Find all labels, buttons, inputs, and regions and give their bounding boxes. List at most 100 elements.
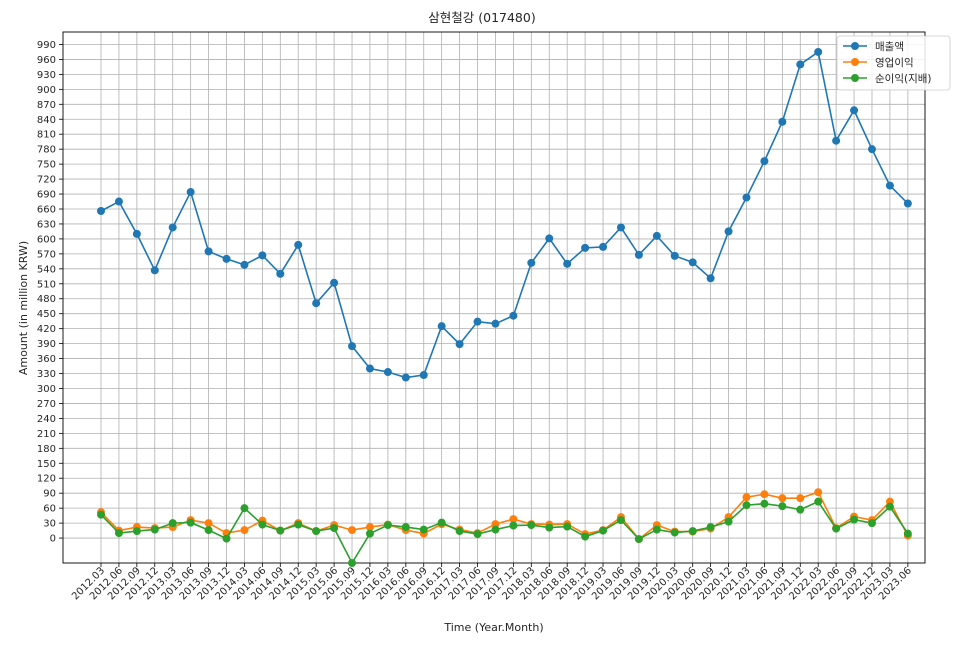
data-point	[455, 340, 464, 349]
data-point	[742, 501, 751, 510]
data-point	[419, 371, 428, 380]
data-point	[599, 526, 608, 535]
data-point	[168, 223, 177, 232]
data-point	[168, 519, 177, 528]
data-point	[706, 523, 715, 532]
data-point	[545, 523, 554, 532]
data-point	[778, 117, 787, 126]
data-point	[401, 373, 410, 382]
y-tick-label: 330	[37, 369, 56, 380]
data-point	[114, 197, 123, 206]
data-point	[832, 136, 841, 145]
data-point	[814, 497, 823, 506]
y-tick-label: 90	[43, 489, 56, 500]
data-point	[885, 181, 894, 190]
data-point	[204, 519, 213, 528]
data-point	[240, 504, 249, 513]
data-point	[634, 535, 643, 544]
data-point	[760, 490, 769, 499]
data-point	[132, 527, 141, 536]
data-point	[401, 523, 410, 532]
data-point	[240, 260, 249, 269]
y-tick-label: 960	[37, 55, 56, 66]
data-point	[867, 145, 876, 154]
data-point	[581, 532, 590, 541]
legend-marker	[851, 42, 859, 50]
data-point	[383, 368, 392, 377]
data-point	[706, 274, 715, 283]
data-point	[383, 521, 392, 530]
y-tick-label: 600	[37, 234, 56, 245]
data-point	[509, 311, 518, 320]
y-tick-label: 210	[37, 429, 56, 440]
series-line	[100, 491, 909, 541]
data-point	[652, 231, 661, 240]
data-point	[491, 520, 500, 529]
data-point	[599, 242, 608, 251]
data-point	[258, 251, 267, 260]
data-point	[814, 488, 823, 497]
legend-box	[836, 35, 951, 91]
data-point	[688, 258, 697, 267]
legend-label: 순이익(지배)	[875, 73, 932, 85]
data-point	[616, 223, 625, 232]
y-tick-label: 780	[37, 145, 56, 156]
data-point	[796, 494, 805, 503]
plot-frame	[62, 31, 926, 564]
data-point	[473, 317, 482, 326]
data-point	[509, 521, 518, 530]
data-point	[724, 517, 733, 526]
data-point	[114, 529, 123, 538]
y-tick-label: 930	[37, 70, 56, 81]
data-point	[796, 505, 805, 514]
data-point	[670, 251, 679, 260]
series-line	[100, 50, 909, 379]
data-point	[867, 519, 876, 528]
legend-label: 영업이익	[875, 56, 914, 69]
data-point	[742, 493, 751, 502]
y-tick-label: 900	[37, 85, 56, 96]
y-tick-label: 300	[37, 384, 56, 395]
data-point	[814, 47, 823, 56]
data-point	[97, 510, 105, 519]
data-point	[222, 254, 231, 263]
data-point	[132, 229, 141, 238]
data-point	[419, 525, 428, 534]
y-tick-label: 870	[37, 100, 56, 111]
data-point	[581, 243, 590, 252]
data-point	[348, 559, 357, 567]
data-point	[437, 518, 446, 527]
y-axis-label: Amount (in million KRW)	[17, 241, 30, 375]
y-tick-label: 0	[50, 534, 56, 545]
data-point	[330, 524, 339, 533]
data-point	[473, 530, 482, 539]
y-tick-label: 840	[37, 115, 56, 126]
data-point	[742, 193, 751, 202]
data-point	[276, 269, 285, 278]
data-point	[294, 240, 303, 249]
y-tick-label: 720	[37, 175, 56, 186]
data-point	[724, 227, 733, 236]
data-point	[796, 60, 805, 69]
y-tick-label: 420	[37, 324, 56, 335]
data-point	[903, 529, 912, 538]
data-point	[204, 526, 213, 535]
y-tick-label: 360	[37, 354, 56, 365]
y-tick-label: 120	[37, 474, 56, 485]
data-point	[240, 526, 249, 535]
data-point	[563, 522, 572, 531]
y-tick-label: 270	[37, 399, 56, 410]
y-tick-label: 810	[37, 130, 56, 141]
y-tick-label: 750	[37, 160, 56, 171]
y-tick-label: 450	[37, 309, 56, 320]
data-point	[885, 502, 894, 511]
data-point	[258, 520, 267, 529]
data-point	[634, 250, 643, 259]
data-point	[150, 525, 159, 534]
data-point	[491, 525, 500, 534]
data-point	[778, 494, 787, 503]
data-point	[527, 258, 536, 267]
